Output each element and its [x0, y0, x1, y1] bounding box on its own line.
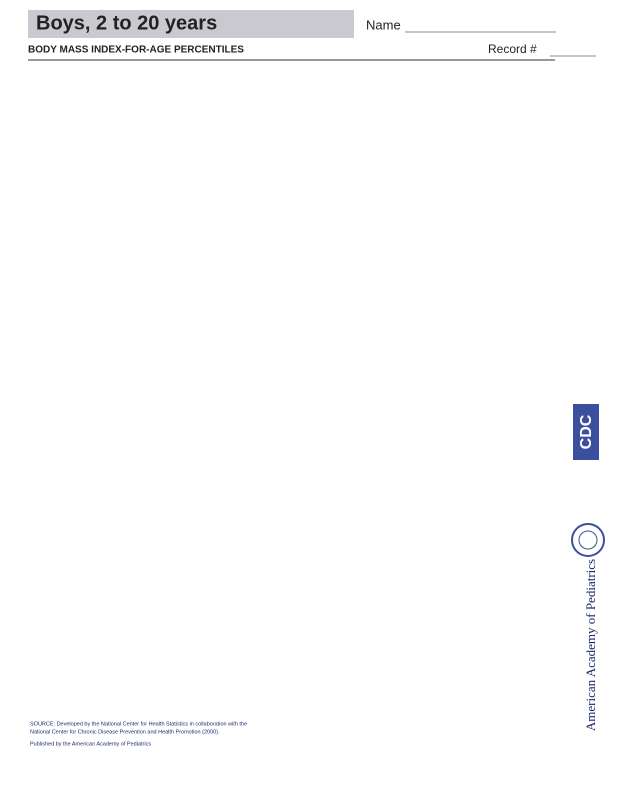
aap-seal [571, 523, 605, 557]
footer-source: National Center for Chronic Disease Prev… [30, 729, 220, 735]
title: Boys, 2 to 20 years [36, 12, 217, 34]
footer-source: SOURCE: Developed by the National Center… [30, 721, 247, 727]
footer-publisher: Published by the American Academy of Ped… [30, 741, 151, 747]
org-name: American Academy of Pediatrics [583, 559, 598, 731]
aap-seal-inner [578, 530, 598, 550]
subtitle: BODY MASS INDEX-FOR-AGE PERCENTILES [28, 45, 244, 56]
logo-box [573, 404, 599, 460]
title-box [28, 10, 354, 38]
cdc-logo: CDC [573, 404, 599, 460]
logo-text: CDC [578, 414, 595, 449]
record-label: Record # [488, 42, 537, 56]
name-label: Name [366, 17, 401, 32]
